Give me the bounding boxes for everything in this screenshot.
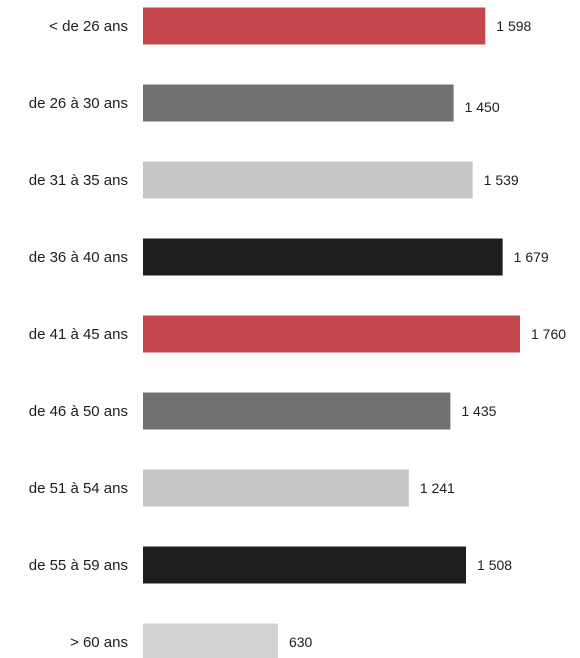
category-label: de 51 à 54 ans	[29, 480, 128, 497]
value-label: 1 435	[461, 403, 496, 419]
category-label: de 46 à 50 ans	[29, 403, 128, 420]
value-label: 1 241	[420, 480, 455, 496]
value-label: 630	[289, 634, 313, 650]
category-label: < de 26 ans	[49, 18, 128, 35]
bar	[143, 469, 409, 507]
category-label: de 55 à 59 ans	[29, 557, 128, 574]
bar	[143, 392, 451, 430]
bar	[143, 161, 473, 199]
value-label: 1 760	[531, 326, 566, 342]
bar	[143, 546, 467, 584]
value-label: 1 598	[496, 18, 531, 34]
value-label: 1 539	[484, 172, 519, 188]
bar	[143, 623, 278, 658]
category-label: de 26 à 30 ans	[29, 95, 128, 112]
bar	[143, 84, 454, 122]
bar	[143, 238, 503, 276]
bar	[143, 7, 486, 45]
value-label: 1 450	[465, 99, 500, 115]
category-label: de 41 à 45 ans	[29, 326, 128, 343]
value-label: 1 679	[514, 249, 549, 265]
value-label: 1 508	[477, 557, 512, 573]
category-label: de 31 à 35 ans	[29, 172, 128, 189]
bar	[143, 315, 520, 353]
category-label: > 60 ans	[70, 634, 128, 651]
category-label: de 36 à 40 ans	[29, 249, 128, 266]
